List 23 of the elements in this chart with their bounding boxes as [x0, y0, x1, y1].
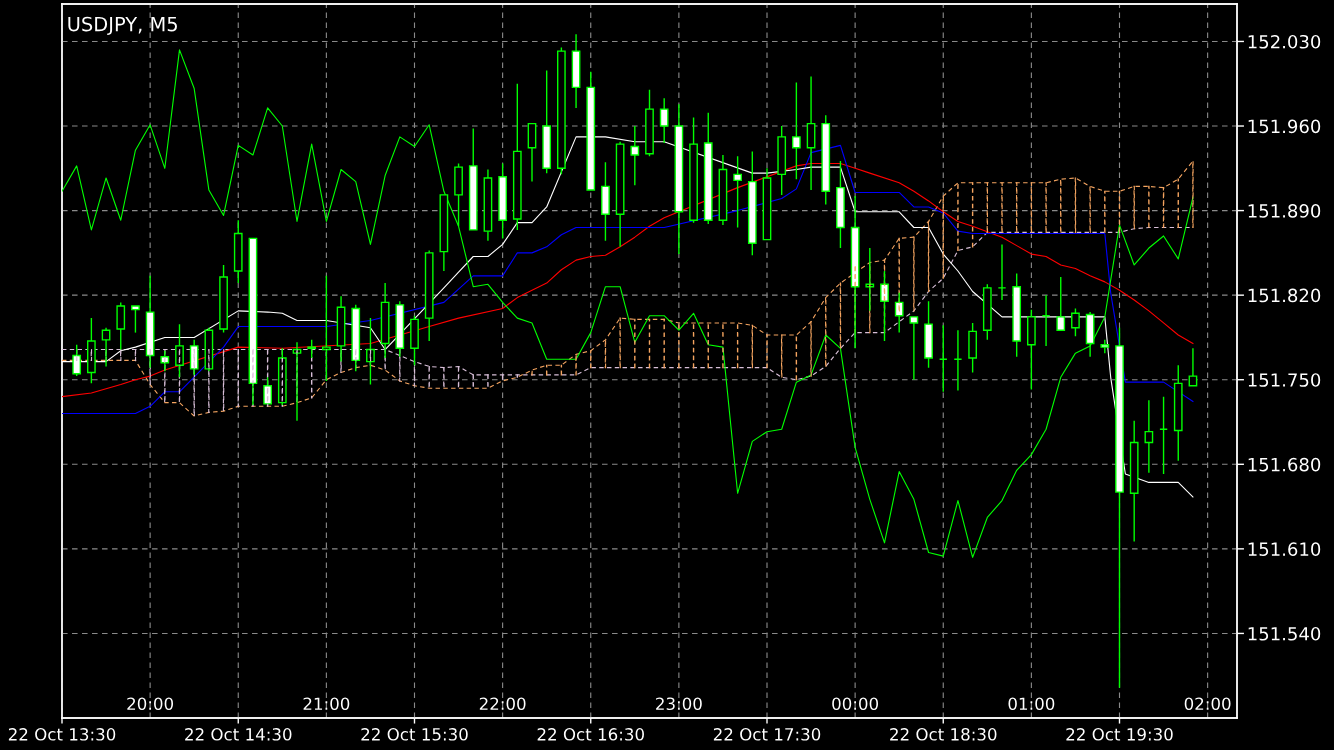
x2-tick-label: 23:00 [656, 697, 702, 711]
y-tick-label: 151.750 [1248, 373, 1321, 387]
x-tick-label: 22 Oct 19:30 [1066, 728, 1173, 741]
x-tick-label: 22 Oct 14:30 [185, 728, 292, 741]
y-tick-label: 151.540 [1248, 626, 1321, 641]
y-tick-label: 152.030 [1248, 34, 1321, 49]
x-tick-label: 22 Oct 18:30 [890, 728, 997, 741]
x2-tick-label: 22:00 [479, 697, 526, 711]
text: USDJPY, M5 [68, 16, 177, 36]
y-tick-label: 151.960 [1248, 119, 1321, 134]
y-tick-label: 151.680 [1248, 457, 1321, 472]
x2-tick-label: 02:00 [1184, 697, 1231, 711]
y-tick-label: 151.820 [1248, 288, 1321, 303]
x2-tick-label: 21:00 [303, 697, 350, 711]
x-tick-label: 22 Oct 16:30 [537, 728, 644, 741]
y-tick-label: 151.890 [1248, 204, 1321, 218]
y-tick-label: 151.610 [1248, 542, 1321, 556]
x2-tick-label: 20:00 [127, 697, 174, 711]
x2-tick-label: 01:00 [1008, 697, 1055, 711]
x-tick-label: 22 Oct 17:30 [713, 728, 821, 741]
x-tick-label: 22 Oct 13:30 [8, 728, 116, 741]
x-tick-label: 22 Oct 15:30 [361, 728, 468, 741]
x2-tick-label: 00:00 [832, 697, 879, 711]
